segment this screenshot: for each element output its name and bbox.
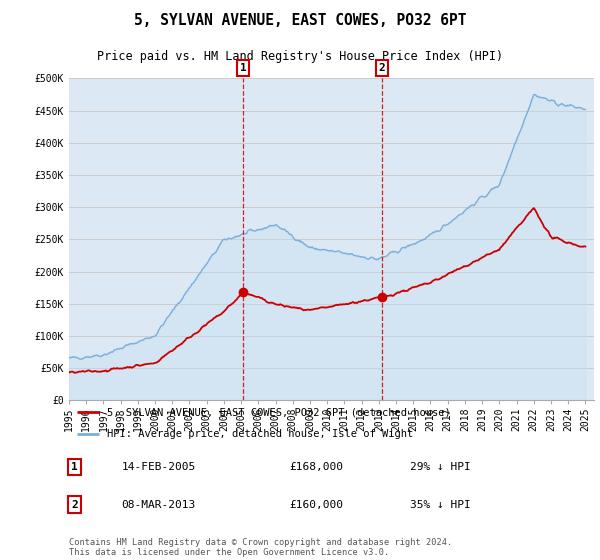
Text: 5, SYLVAN AVENUE, EAST COWES, PO32 6PT: 5, SYLVAN AVENUE, EAST COWES, PO32 6PT <box>134 13 466 28</box>
Text: 2: 2 <box>379 63 385 73</box>
Text: Contains HM Land Registry data © Crown copyright and database right 2024.
This d: Contains HM Land Registry data © Crown c… <box>69 538 452 557</box>
Text: 29% ↓ HPI: 29% ↓ HPI <box>410 462 471 472</box>
Text: 2: 2 <box>71 500 77 510</box>
Text: 35% ↓ HPI: 35% ↓ HPI <box>410 500 471 510</box>
Text: £160,000: £160,000 <box>290 500 343 510</box>
Text: 08-MAR-2013: 08-MAR-2013 <box>121 500 196 510</box>
Text: HPI: Average price, detached house, Isle of Wight: HPI: Average price, detached house, Isle… <box>107 430 413 439</box>
Text: 14-FEB-2005: 14-FEB-2005 <box>121 462 196 472</box>
Text: Price paid vs. HM Land Registry's House Price Index (HPI): Price paid vs. HM Land Registry's House … <box>97 50 503 63</box>
Text: 5, SYLVAN AVENUE, EAST COWES, PO32 6PT (detached house): 5, SYLVAN AVENUE, EAST COWES, PO32 6PT (… <box>107 408 451 417</box>
Text: 1: 1 <box>71 462 77 472</box>
Text: 1: 1 <box>240 63 247 73</box>
Text: £168,000: £168,000 <box>290 462 343 472</box>
